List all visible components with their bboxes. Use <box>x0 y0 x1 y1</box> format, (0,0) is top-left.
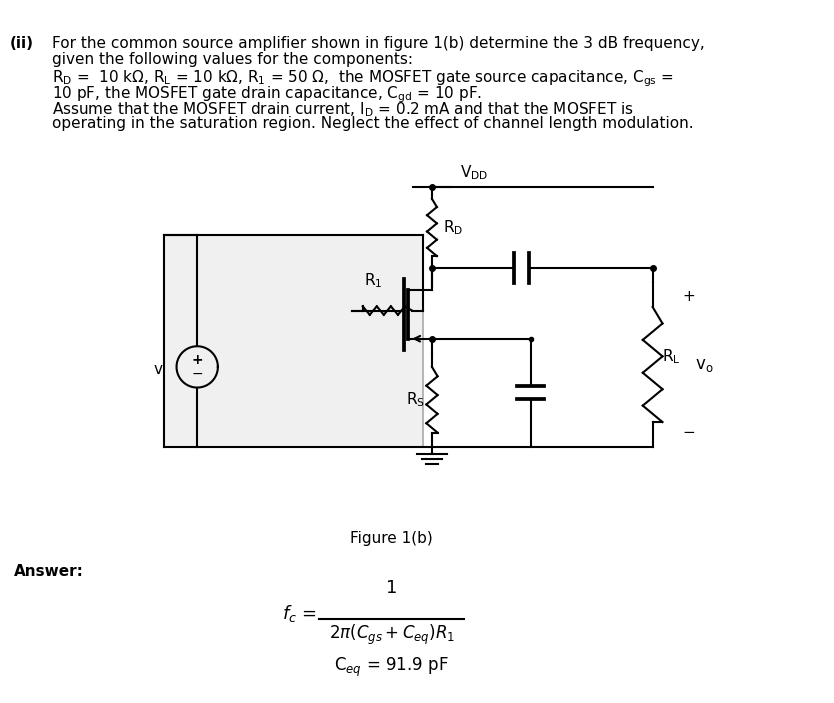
Text: For the common source amplifier shown in figure 1(b) determine the 3 dB frequenc: For the common source amplifier shown in… <box>52 37 705 51</box>
Text: C$_{eq}$ = 91.9 pF: C$_{eq}$ = 91.9 pF <box>334 656 449 679</box>
Text: V$_\mathrm{DD}$: V$_\mathrm{DD}$ <box>460 163 489 182</box>
Text: $f_c$ =: $f_c$ = <box>282 603 316 624</box>
Text: v$_\mathrm{i}$: v$_\mathrm{i}$ <box>153 363 166 380</box>
Text: R$_\mathrm{D}$: R$_\mathrm{D}$ <box>443 218 464 237</box>
Text: $2\pi(C_{gs} + C_{eq})R_1$: $2\pi(C_{gs} + C_{eq})R_1$ <box>329 622 455 647</box>
Text: R$_1$: R$_1$ <box>364 271 383 290</box>
Text: +: + <box>191 354 203 368</box>
Text: given the following values for the components:: given the following values for the compo… <box>52 52 413 67</box>
Text: +: + <box>683 289 696 304</box>
Text: (ii): (ii) <box>9 37 33 51</box>
Text: −: − <box>191 366 203 380</box>
Text: Answer:: Answer: <box>14 564 84 579</box>
Text: R$_\mathrm{S}$: R$_\mathrm{S}$ <box>405 390 425 409</box>
Text: v$_\mathrm{o}$: v$_\mathrm{o}$ <box>695 356 713 373</box>
Text: R$_\mathrm{L}$: R$_\mathrm{L}$ <box>662 348 681 366</box>
Text: Assume that the MOSFET drain current, I$_\mathrm{D}$ = 0.2 mA and that the MOSFE: Assume that the MOSFET drain current, I$… <box>52 101 633 119</box>
Text: −: − <box>683 425 696 440</box>
Text: Figure 1(b): Figure 1(b) <box>350 531 433 546</box>
Text: operating in the saturation region. Neglect the effect of channel length modulat: operating in the saturation region. Negl… <box>52 116 693 131</box>
FancyBboxPatch shape <box>164 236 423 446</box>
Text: R$_\mathrm{D}$ =  10 k$\Omega$, R$_\mathrm{L}$ = 10 k$\Omega$, R$_1$ = 50 $\Omeg: R$_\mathrm{D}$ = 10 k$\Omega$, R$_\mathr… <box>52 68 674 89</box>
Text: 1: 1 <box>386 579 397 597</box>
Text: 10 pF, the MOSFET gate drain capacitance, C$_\mathrm{gd}$ = 10 pF.: 10 pF, the MOSFET gate drain capacitance… <box>52 84 482 105</box>
